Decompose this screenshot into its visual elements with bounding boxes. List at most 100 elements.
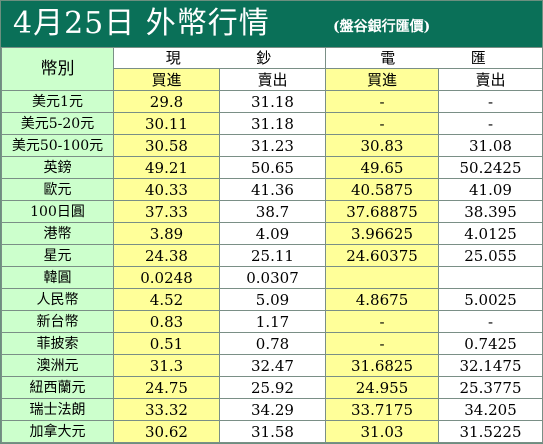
cash-sell-cell: 25.11 — [219, 244, 326, 267]
cash-sell-cell: 0.78 — [219, 332, 326, 355]
cash-sell-cell: 31.18 — [219, 90, 326, 113]
cash-header-right: 鈔 — [256, 49, 274, 67]
wire-sell-cell: 31.5225 — [438, 420, 543, 443]
wire-buy-cell: 31.03 — [325, 420, 439, 443]
wire-header-left: 電 — [380, 49, 398, 67]
wire-buy-cell: - — [325, 310, 439, 333]
cash-sell-cell: 4.09 — [219, 222, 326, 245]
table-row: 歐元 40.33 41.36 40.5875 41.09 — [1, 178, 543, 201]
currency-column-header: 幣別 — [1, 47, 114, 91]
wire-sell-cell: 5.0025 — [438, 288, 543, 311]
wire-buy-cell: - — [325, 90, 439, 113]
cash-buy-cell: 30.62 — [113, 420, 220, 443]
wire-sell-cell — [438, 266, 543, 289]
cash-buy-cell: 3.89 — [113, 222, 220, 245]
currency-cell: 瑞士法朗 — [1, 398, 114, 421]
table-row: 100日圓 37.33 38.7 37.68875 38.395 — [1, 200, 543, 223]
wire-buy-cell: 24.60375 — [325, 244, 439, 267]
table-row: 瑞士法朗 33.32 34.29 33.7175 34.205 — [1, 398, 543, 421]
wire-sell-cell: - — [438, 112, 543, 135]
table-row: 澳洲元 31.3 32.47 31.6825 32.1475 — [1, 354, 543, 377]
wire-buy-cell: 30.83 — [325, 134, 439, 157]
wire-buy-cell — [325, 266, 439, 289]
cash-buy-cell: 24.38 — [113, 244, 220, 267]
cash-sell-cell: 31.58 — [219, 420, 326, 443]
wire-sell-cell: 0.7425 — [438, 332, 543, 355]
wire-sell-cell: 38.395 — [438, 200, 543, 223]
cash-sell-cell: 50.65 — [219, 156, 326, 179]
wire-sell-cell: 32.1475 — [438, 354, 543, 377]
table-row: 新台幣 0.83 1.17- - — [1, 310, 543, 333]
wire-buy-cell: 24.955 — [325, 376, 439, 399]
table-row: 韓圓 0.0248 0.0307 — [1, 266, 543, 289]
currency-cell: 加拿大元 — [1, 420, 114, 443]
cash-sell-cell: 34.29 — [219, 398, 326, 421]
currency-cell: 美元50-100元 — [1, 134, 114, 157]
currency-cell: 歐元 — [1, 178, 114, 201]
wire-sell-cell: 41.09 — [438, 178, 543, 201]
currency-cell: 新台幣 — [1, 310, 114, 333]
wire-sell-cell: 50.2425 — [438, 156, 543, 179]
cash-sell-cell: 5.09 — [219, 288, 326, 311]
currency-cell: 韓圓 — [1, 266, 114, 289]
cash-buy-cell: 40.33 — [113, 178, 220, 201]
wire-buy-cell: 31.6825 — [325, 354, 439, 377]
cash-buy-cell: 24.75 — [113, 376, 220, 399]
wire-sell-cell: 25.3775 — [438, 376, 543, 399]
table-row: 紐西蘭元 24.75 25.92 24.955 25.3775 — [1, 376, 543, 399]
cash-sell-cell: 41.36 — [219, 178, 326, 201]
cash-buy-cell: 37.33 — [113, 200, 220, 223]
wire-sell-cell: 31.08 — [438, 134, 543, 157]
cash-sell-cell: 25.92 — [219, 376, 326, 399]
bank-source-label: (盤谷銀行匯價) — [333, 19, 431, 35]
table-row: 英鎊 49.21 50.65 49.65 50.2425 — [1, 156, 543, 179]
currency-cell: 美元1元 — [1, 90, 114, 113]
cash-sell-cell: 31.23 — [219, 134, 326, 157]
cash-buy-cell: 0.51 — [113, 332, 220, 355]
wire-sell-cell: - — [438, 90, 543, 113]
wire-buy-cell: 4.8675 — [325, 288, 439, 311]
wire-buy-header: 買進 — [325, 68, 439, 91]
cash-buy-cell: 33.32 — [113, 398, 220, 421]
wire-header-right: 匯 — [470, 49, 488, 67]
cash-buy-cell: 0.83 — [113, 310, 220, 333]
wire-buy-cell: 37.68875 — [325, 200, 439, 223]
wire-group-header: 電 匯 — [325, 47, 543, 69]
currency-cell: 100日圓 — [1, 200, 114, 223]
cash-buy-cell: 31.3 — [113, 354, 220, 377]
table-row: 美元50-100元 30.58 31.23 30.83 31.08 — [1, 134, 543, 157]
table-row: 港幣 3.89 4.09 3.96625 4.0125 — [1, 222, 543, 245]
page-title: 4月25日 外幣行情 — [13, 6, 270, 41]
cash-group-header: 現 鈔 — [113, 47, 326, 69]
wire-buy-cell: 40.5875 — [325, 178, 439, 201]
cash-header-left: 現 — [165, 49, 183, 67]
currency-cell: 港幣 — [1, 222, 114, 245]
currency-cell: 星元 — [1, 244, 114, 267]
cash-buy-cell: 49.21 — [113, 156, 220, 179]
wire-buy-cell: 49.65 — [325, 156, 439, 179]
wire-sell-header: 賣出 — [438, 68, 543, 91]
table-row: 人民幣 4.52 5.09 4.8675 5.0025 — [1, 288, 543, 311]
cash-sell-cell: 31.18 — [219, 112, 326, 135]
wire-sell-cell: 34.205 — [438, 398, 543, 421]
currency-cell: 紐西蘭元 — [1, 376, 114, 399]
cash-buy-cell: 29.8 — [113, 90, 220, 113]
cash-sell-header: 賣出 — [219, 68, 326, 91]
cash-buy-cell: 0.0248 — [113, 266, 220, 289]
cash-sell-cell: 32.47 — [219, 354, 326, 377]
table-row: 美元1元 29.8 31.18- - — [1, 90, 543, 113]
table-row: 星元 24.38 25.11 24.60375 25.055 — [1, 244, 543, 267]
cash-sell-cell: 38.7 — [219, 200, 326, 223]
title-bar: 4月25日 外幣行情 (盤谷銀行匯價) — [1, 1, 542, 47]
wire-sell-cell: 4.0125 — [438, 222, 543, 245]
wire-sell-cell: 25.055 — [438, 244, 543, 267]
cash-buy-cell: 30.58 — [113, 134, 220, 157]
table-row: 菲披索 0.51 0.78-0.7425 — [1, 332, 543, 355]
cash-sell-cell: 1.17 — [219, 310, 326, 333]
wire-buy-cell: - — [325, 112, 439, 135]
currency-cell: 菲披索 — [1, 332, 114, 355]
cash-buy-cell: 30.11 — [113, 112, 220, 135]
cash-sell-cell: 0.0307 — [219, 266, 326, 289]
table-row: 美元5-20元 30.11 31.18- - — [1, 112, 543, 135]
